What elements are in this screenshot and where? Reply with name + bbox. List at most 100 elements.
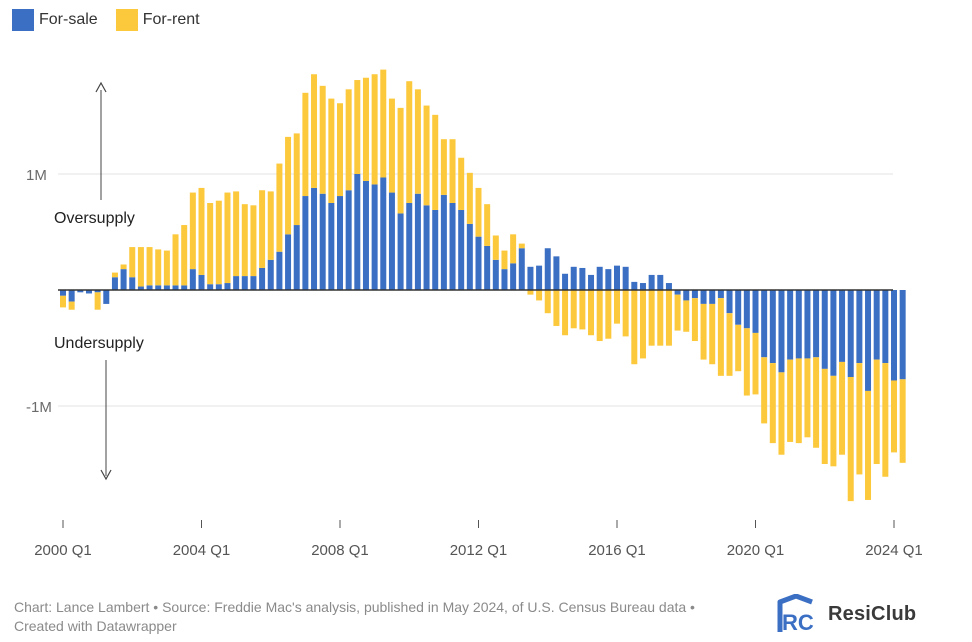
- brand[interactable]: RC ResiClub: [776, 594, 916, 634]
- bar-for-rent-38: [388, 98, 395, 193]
- bar-for-sale-31: [328, 203, 335, 290]
- bar-for-sale-71: [674, 290, 681, 295]
- bar-for-rent-64: [614, 290, 620, 324]
- bar-for-sale-50: [492, 259, 499, 290]
- bar-for-sale-62: [596, 266, 603, 290]
- bar-for-sale-92: [856, 290, 863, 364]
- bar-for-sale-5: [103, 290, 110, 304]
- bar-for-rent-57: [553, 290, 560, 326]
- bar-for-sale-16: [198, 274, 205, 290]
- bar-for-sale-75: [709, 290, 716, 304]
- bar-for-rent-22: [250, 205, 257, 277]
- bar-for-sale-95: [882, 290, 889, 364]
- bar-for-sale-12: [163, 285, 170, 290]
- bar-for-sale-91: [847, 290, 854, 377]
- bar-for-sale-41: [414, 193, 421, 290]
- y-tick-label-1: -1M: [26, 399, 52, 416]
- bar-for-sale-20: [233, 276, 240, 290]
- bar-for-rent-0: [60, 295, 66, 308]
- bar-for-sale-39: [397, 213, 404, 290]
- bar-for-sale-97: [899, 290, 906, 380]
- bar-for-sale-72: [683, 290, 690, 301]
- bar-for-sale-35: [362, 180, 369, 290]
- bar-for-rent-20: [233, 191, 240, 277]
- bar-for-rent-18: [215, 200, 222, 285]
- bar-for-sale-34: [354, 174, 361, 290]
- bar-for-sale-38: [388, 192, 395, 290]
- bar-for-sale-0: [60, 290, 66, 296]
- legend-item-for-sale[interactable]: For-sale: [12, 9, 98, 31]
- logo-letters: RC: [782, 610, 814, 634]
- bar-for-rent-8: [129, 247, 136, 278]
- x-tick-label-4: 2016 Q1: [588, 542, 646, 559]
- legend: For-sale For-rent: [12, 9, 200, 31]
- bar-for-rent-69: [657, 290, 664, 346]
- bar-for-sale-61: [588, 274, 595, 290]
- bar-for-sale-17: [207, 284, 214, 290]
- bar-for-rent-88: [821, 368, 828, 464]
- x-tick-label-6: 2024 Q1: [865, 542, 923, 559]
- bar-for-rent-52: [510, 234, 517, 264]
- bar-for-sale-49: [484, 245, 491, 290]
- bar-for-sale-85: [795, 290, 802, 359]
- bar-for-rent-16: [198, 187, 205, 275]
- bar-for-rent-48: [475, 187, 482, 237]
- bar-for-sale-9: [137, 286, 144, 290]
- bar-for-sale-52: [510, 263, 517, 290]
- bar-for-rent-7: [120, 264, 127, 270]
- bar-for-sale-57: [553, 256, 560, 290]
- bar-for-rent-25: [276, 163, 283, 252]
- bar-for-rent-80: [752, 332, 759, 395]
- bar-for-rent-45: [449, 139, 456, 203]
- bar-for-sale-86: [804, 290, 811, 359]
- bar-for-sale-46: [458, 209, 465, 290]
- bar-for-rent-39: [397, 107, 404, 214]
- bar-for-sale-1: [68, 290, 75, 302]
- bar-for-rent-24: [267, 191, 274, 260]
- bar-for-sale-37: [380, 177, 387, 290]
- bar-for-rent-72: [683, 300, 690, 332]
- bar-for-rent-51: [501, 250, 508, 270]
- bar-for-sale-58: [562, 273, 569, 290]
- bar-for-rent-79: [743, 328, 750, 396]
- bar-for-sale-30: [319, 193, 326, 290]
- bar-for-sale-60: [579, 267, 586, 290]
- bar-for-sale-33: [345, 190, 352, 290]
- bar-for-sale-63: [605, 269, 612, 290]
- bar-for-rent-30: [319, 85, 326, 194]
- bar-for-rent-13: [172, 234, 179, 286]
- bar-for-sale-77: [726, 290, 733, 314]
- bar-for-sale-22: [250, 276, 257, 290]
- bar-for-rent-55: [536, 290, 543, 301]
- x-tick-label-5: 2020 Q1: [727, 542, 785, 559]
- bar-for-sale-78: [735, 290, 742, 325]
- bar-for-rent-75: [709, 303, 716, 365]
- bar-for-rent-36: [371, 74, 378, 185]
- bar-for-sale-2: [77, 290, 84, 293]
- bar-for-rent-14: [181, 225, 188, 286]
- bar-for-rent-53: [518, 243, 525, 249]
- bar-for-sale-23: [259, 267, 266, 290]
- bar-for-rent-71: [674, 294, 681, 331]
- bar-for-rent-44: [440, 139, 447, 195]
- chart-credit: Chart: Lance Lambert • Source: Freddie M…: [14, 599, 695, 634]
- legend-label-for-sale: For-sale: [39, 11, 98, 28]
- bar-for-rent-93: [865, 390, 872, 500]
- bar-for-rent-61: [588, 290, 595, 336]
- bar-for-rent-74: [700, 303, 707, 360]
- bar-for-rent-59: [570, 290, 577, 329]
- bar-for-rent-27: [293, 133, 300, 226]
- y-tick-label-0: 1M: [26, 167, 47, 184]
- bar-for-sale-80: [752, 290, 759, 333]
- bar-for-sale-27: [293, 225, 300, 290]
- bar-for-sale-19: [224, 283, 231, 290]
- bar-for-sale-51: [501, 269, 508, 290]
- bar-for-sale-96: [891, 290, 897, 381]
- bar-for-rent-66: [631, 290, 638, 365]
- bar-for-rent-83: [778, 372, 785, 455]
- legend-item-for-rent[interactable]: For-rent: [115, 9, 200, 31]
- bar-for-sale-84: [787, 290, 794, 360]
- bar-for-sale-88: [821, 290, 828, 369]
- bar-for-rent-31: [328, 98, 335, 203]
- bar-for-rent-32: [337, 103, 343, 197]
